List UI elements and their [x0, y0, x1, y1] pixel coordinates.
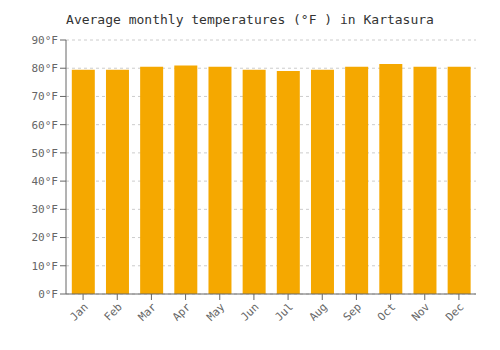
svg-text:Feb: Feb	[102, 300, 125, 323]
svg-text:60°F: 60°F	[32, 119, 59, 132]
svg-text:90°F: 90°F	[32, 34, 59, 47]
html-text:Average monthly temperatures (: Average monthly temperatures (°F ) in Ka…	[66, 12, 434, 27]
svg-text:Nov: Nov	[409, 300, 433, 324]
svg-text:70°F: 70°F	[32, 90, 59, 103]
svg-text:Apr: Apr	[170, 300, 194, 324]
svg-text:Oct: Oct	[375, 300, 398, 323]
svg-text:Dec: Dec	[443, 300, 466, 323]
svg-text:Jan: Jan	[67, 300, 90, 323]
svg-text:80°F: 80°F	[32, 62, 59, 75]
svg-text:May: May	[204, 300, 228, 324]
svg-text:Sep: Sep	[341, 300, 364, 323]
svg-text:Mar: Mar	[136, 300, 160, 324]
svg-text:10°F: 10°F	[32, 260, 59, 273]
svg-text:Aug: Aug	[307, 300, 330, 323]
svg-text:20°F: 20°F	[32, 231, 59, 244]
svg-text:Jun: Jun	[238, 300, 261, 323]
svg-text:30°F: 30°F	[32, 203, 59, 216]
svg-text:40°F: 40°F	[32, 175, 59, 188]
svg-text:0°F: 0°F	[38, 288, 58, 301]
svg-text:50°F: 50°F	[32, 147, 59, 160]
svg-text:Jul: Jul	[272, 300, 295, 323]
